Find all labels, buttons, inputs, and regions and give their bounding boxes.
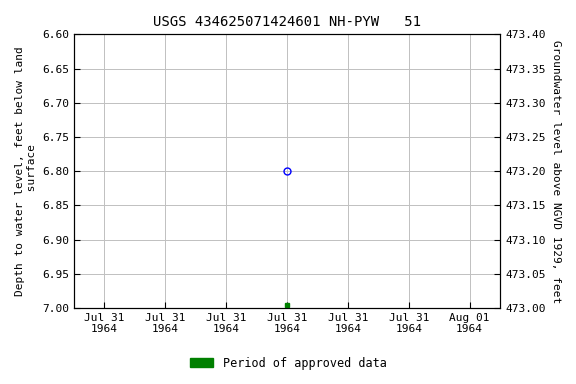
Y-axis label: Groundwater level above NGVD 1929, feet: Groundwater level above NGVD 1929, feet: [551, 40, 561, 303]
Y-axis label: Depth to water level, feet below land
 surface: Depth to water level, feet below land su…: [15, 46, 37, 296]
Title: USGS 434625071424601 NH-PYW   51: USGS 434625071424601 NH-PYW 51: [153, 15, 421, 29]
Legend: Period of approved data: Period of approved data: [185, 352, 391, 374]
